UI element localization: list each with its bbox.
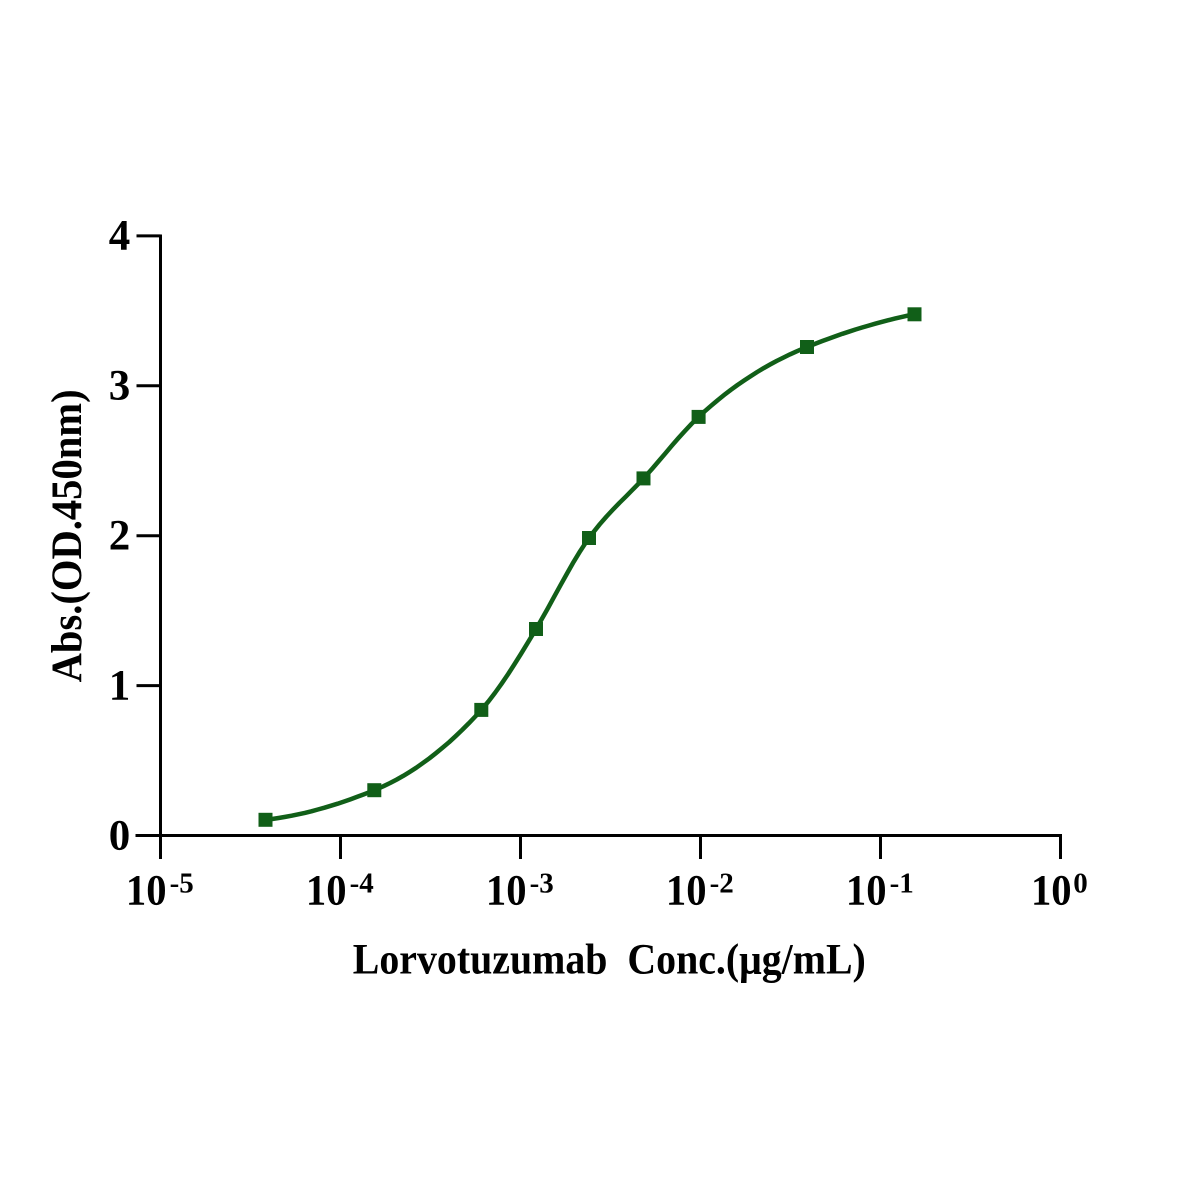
svg-text:-2: -2 (710, 868, 734, 900)
svg-text:10: 10 (1031, 868, 1072, 915)
svg-text:-3: -3 (530, 868, 554, 900)
svg-text:-1: -1 (890, 868, 914, 900)
svg-text:2: 2 (109, 513, 131, 560)
svg-text:0: 0 (109, 812, 131, 859)
svg-text:-5: -5 (170, 868, 194, 900)
svg-text:10: 10 (486, 868, 527, 915)
svg-text:10: 10 (666, 868, 707, 915)
svg-text:0: 0 (1073, 868, 1088, 900)
svg-text:10: 10 (306, 868, 347, 915)
svg-text:10: 10 (126, 868, 167, 915)
svg-text:10: 10 (846, 868, 887, 915)
svg-text:Abs.(OD.450nm): Abs.(OD.450nm) (44, 389, 91, 682)
svg-text:Lorvotuzumab Conc.(μg/mL): Lorvotuzumab Conc.(μg/mL) (353, 936, 866, 983)
svg-text:1: 1 (109, 662, 131, 709)
svg-text:-4: -4 (350, 868, 374, 900)
svg-text:3: 3 (109, 363, 131, 410)
svg-text:4: 4 (109, 213, 131, 260)
